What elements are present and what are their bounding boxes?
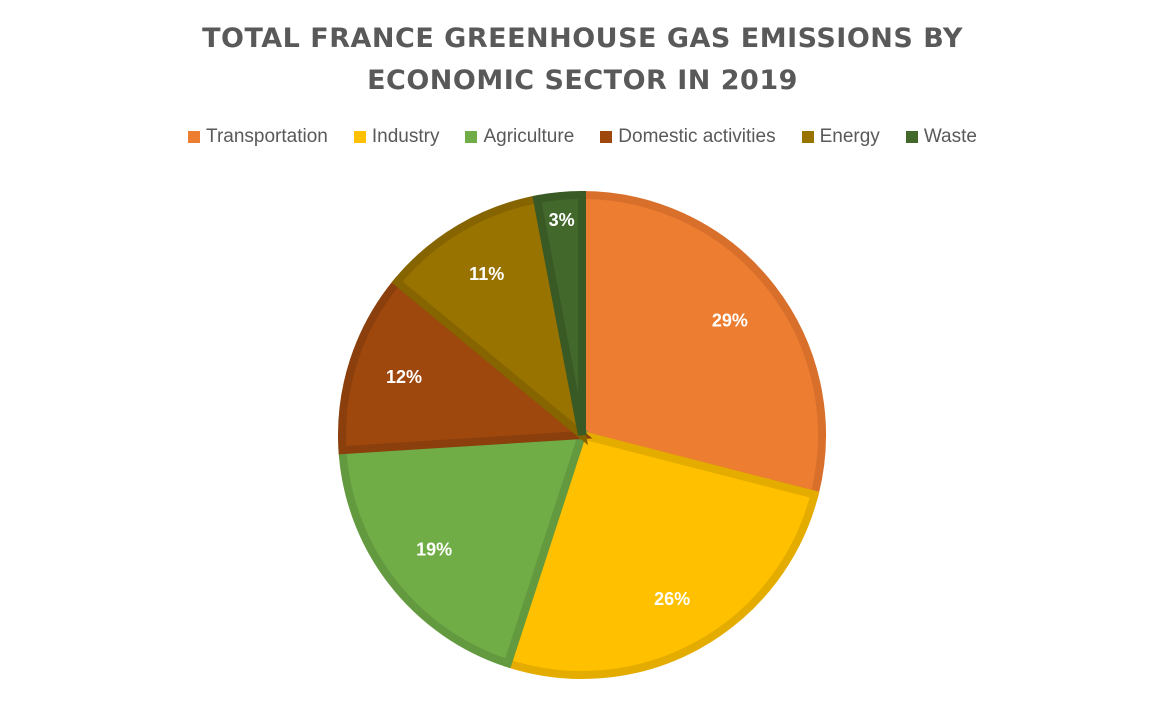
- legend-swatch-energy: [801, 131, 814, 143]
- legend-label-transportation: Transportation: [206, 126, 328, 147]
- pie-slice-industry: [502, 430, 820, 679]
- legend-item-energy: Energy: [801, 126, 880, 148]
- data-label-agriculture: 19%: [416, 540, 452, 560]
- pie-slice-waste: [532, 190, 586, 436]
- legend-item-industry: Industry: [353, 126, 440, 148]
- legend-label-energy: Energy: [819, 126, 880, 147]
- data-label-energy: 11%: [469, 264, 504, 284]
- legend-swatch-waste: [905, 131, 918, 143]
- data-label-industry: 26%: [654, 589, 690, 609]
- data-label-transportation: 29%: [712, 310, 748, 330]
- legend-swatch-domestic-activities: [600, 131, 613, 143]
- data-label-waste: 3%: [549, 210, 575, 230]
- legend-label-industry: Industry: [371, 126, 440, 147]
- chart-legend: Transportation Industry Agriculture Dome…: [0, 126, 1165, 148]
- legend-item-waste: Waste: [905, 126, 977, 148]
- pie-slice-transportation: [578, 190, 826, 500]
- legend-label-agriculture: Agriculture: [483, 126, 575, 147]
- legend-swatch-transportation: [188, 131, 201, 143]
- chart-title-line-1: TOTAL FRANCE GREENHOUSE GAS EMISSIONS BY: [202, 23, 963, 54]
- chart-title-line-2: ECONOMIC SECTOR IN 2019: [367, 65, 798, 96]
- data-label-domestic-activities: 12%: [386, 367, 422, 387]
- legend-label-domestic-activities: Domestic activities: [618, 126, 776, 147]
- legend-label-waste: Waste: [923, 126, 977, 147]
- legend-item-agriculture: Agriculture: [465, 126, 574, 148]
- legend-item-domestic-activities: Domestic activities: [600, 126, 776, 148]
- legend-swatch-agriculture: [465, 131, 478, 143]
- pie-slice-domestic-activities: [338, 276, 593, 455]
- legend-item-transportation: Transportation: [188, 126, 328, 148]
- chart-title: TOTAL FRANCE GREENHOUSE GAS EMISSIONS BY…: [0, 18, 1165, 102]
- pie-slice-agriculture: [338, 430, 588, 669]
- pie-slice-energy: [391, 194, 589, 446]
- legend-swatch-industry: [353, 131, 366, 143]
